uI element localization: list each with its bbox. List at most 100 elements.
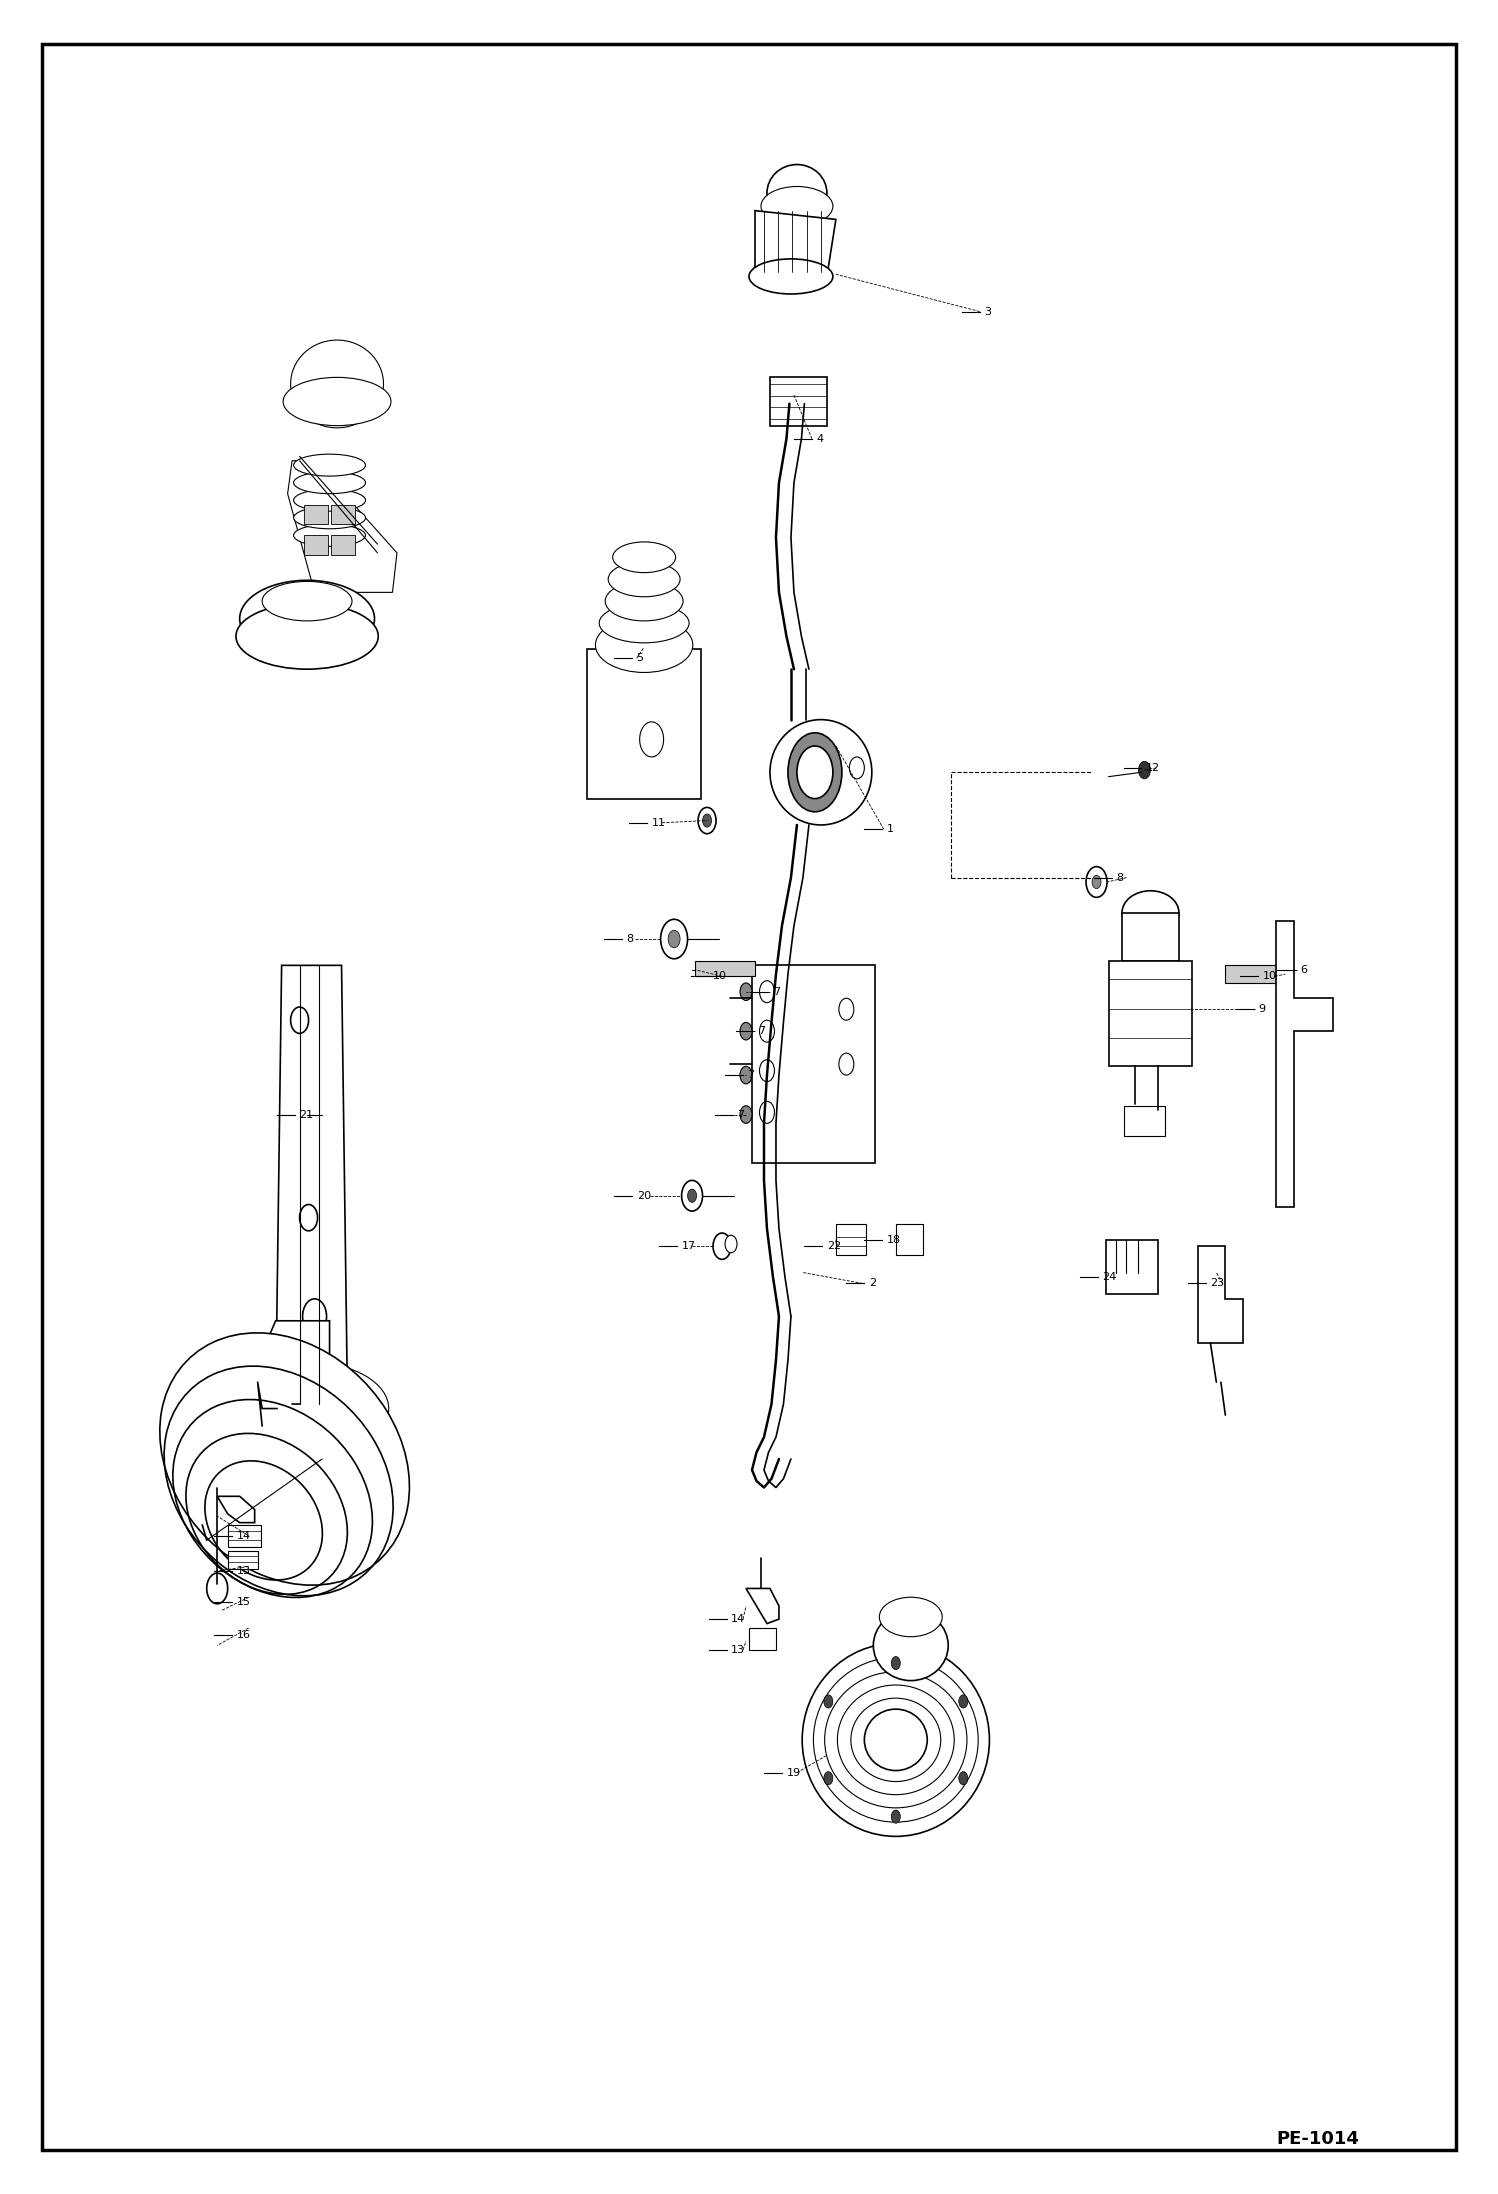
Ellipse shape — [837, 1685, 954, 1795]
Polygon shape — [288, 461, 397, 592]
Circle shape — [291, 1007, 309, 1033]
Circle shape — [668, 930, 680, 948]
Circle shape — [788, 733, 842, 812]
Ellipse shape — [864, 1709, 927, 1771]
Circle shape — [682, 1180, 703, 1211]
Text: 18: 18 — [887, 1235, 900, 1244]
Circle shape — [740, 1022, 752, 1040]
Circle shape — [839, 998, 854, 1020]
Ellipse shape — [608, 562, 680, 597]
Circle shape — [824, 1773, 833, 1786]
Circle shape — [300, 1205, 318, 1231]
Ellipse shape — [749, 259, 833, 294]
Ellipse shape — [824, 1672, 968, 1808]
Polygon shape — [755, 211, 836, 276]
Bar — [836, 1224, 866, 1255]
Circle shape — [759, 1101, 774, 1123]
Text: 8: 8 — [626, 935, 634, 943]
Circle shape — [797, 746, 833, 799]
Circle shape — [688, 1189, 697, 1202]
Polygon shape — [217, 1496, 255, 1523]
Ellipse shape — [599, 603, 689, 643]
Text: 6: 6 — [1300, 965, 1308, 974]
Bar — [304, 505, 328, 524]
Text: 14: 14 — [731, 1615, 745, 1624]
Bar — [752, 965, 875, 1163]
Ellipse shape — [294, 454, 366, 476]
Bar — [749, 1628, 776, 1650]
Text: 10: 10 — [1263, 972, 1276, 981]
Circle shape — [740, 1066, 752, 1084]
Bar — [228, 1551, 258, 1569]
Text: 14: 14 — [237, 1531, 250, 1540]
Text: 12: 12 — [1146, 764, 1159, 772]
Text: 8: 8 — [1116, 873, 1124, 882]
Ellipse shape — [262, 581, 352, 621]
Circle shape — [698, 807, 716, 834]
Circle shape — [740, 983, 752, 1000]
Bar — [587, 649, 701, 799]
Ellipse shape — [851, 1698, 941, 1782]
Text: 9: 9 — [1258, 1005, 1266, 1014]
Circle shape — [959, 1696, 968, 1707]
Text: 17: 17 — [682, 1242, 695, 1251]
Circle shape — [1138, 761, 1150, 779]
Text: 7: 7 — [773, 987, 780, 996]
Bar — [896, 1224, 923, 1255]
Text: 13: 13 — [237, 1567, 250, 1575]
Circle shape — [891, 1656, 900, 1670]
Polygon shape — [261, 1321, 348, 1404]
Bar — [1225, 965, 1285, 983]
Ellipse shape — [294, 489, 366, 511]
Text: PE-1014: PE-1014 — [1276, 2130, 1360, 2148]
Circle shape — [759, 1060, 774, 1082]
Text: 13: 13 — [731, 1646, 745, 1654]
Circle shape — [661, 919, 688, 959]
Text: 23: 23 — [1210, 1279, 1224, 1288]
Text: 24: 24 — [1103, 1273, 1118, 1281]
Polygon shape — [746, 1588, 779, 1624]
Circle shape — [759, 981, 774, 1003]
Text: 10: 10 — [713, 972, 727, 981]
Circle shape — [725, 1235, 737, 1253]
Ellipse shape — [160, 1332, 409, 1586]
Ellipse shape — [294, 472, 366, 494]
Circle shape — [713, 1233, 731, 1259]
Circle shape — [824, 1696, 833, 1707]
Text: 21: 21 — [300, 1110, 313, 1119]
Circle shape — [207, 1573, 228, 1604]
Ellipse shape — [294, 524, 366, 546]
Ellipse shape — [767, 165, 827, 222]
Ellipse shape — [879, 1597, 942, 1637]
Ellipse shape — [761, 186, 833, 226]
Ellipse shape — [240, 581, 374, 658]
Bar — [304, 535, 328, 555]
Ellipse shape — [613, 542, 676, 573]
Circle shape — [303, 1299, 327, 1334]
Circle shape — [839, 1053, 854, 1075]
Ellipse shape — [873, 1610, 948, 1681]
Ellipse shape — [235, 603, 377, 669]
Bar — [331, 535, 355, 555]
Text: 7: 7 — [737, 1110, 745, 1119]
Ellipse shape — [595, 619, 692, 671]
Text: 11: 11 — [652, 818, 665, 827]
Circle shape — [1092, 875, 1101, 889]
Text: 2: 2 — [869, 1279, 876, 1288]
Text: 7: 7 — [748, 1071, 755, 1079]
Ellipse shape — [283, 377, 391, 426]
Circle shape — [959, 1773, 968, 1786]
Circle shape — [891, 1810, 900, 1823]
Bar — [1106, 1240, 1158, 1294]
Circle shape — [1086, 867, 1107, 897]
Text: 15: 15 — [237, 1597, 250, 1606]
Polygon shape — [1198, 1246, 1243, 1343]
Circle shape — [740, 1106, 752, 1123]
Bar — [770, 377, 827, 426]
Bar — [695, 961, 755, 976]
Bar — [1122, 913, 1179, 961]
Bar — [331, 505, 355, 524]
Ellipse shape — [294, 507, 366, 529]
Text: 3: 3 — [984, 307, 992, 316]
Text: 19: 19 — [786, 1768, 800, 1777]
